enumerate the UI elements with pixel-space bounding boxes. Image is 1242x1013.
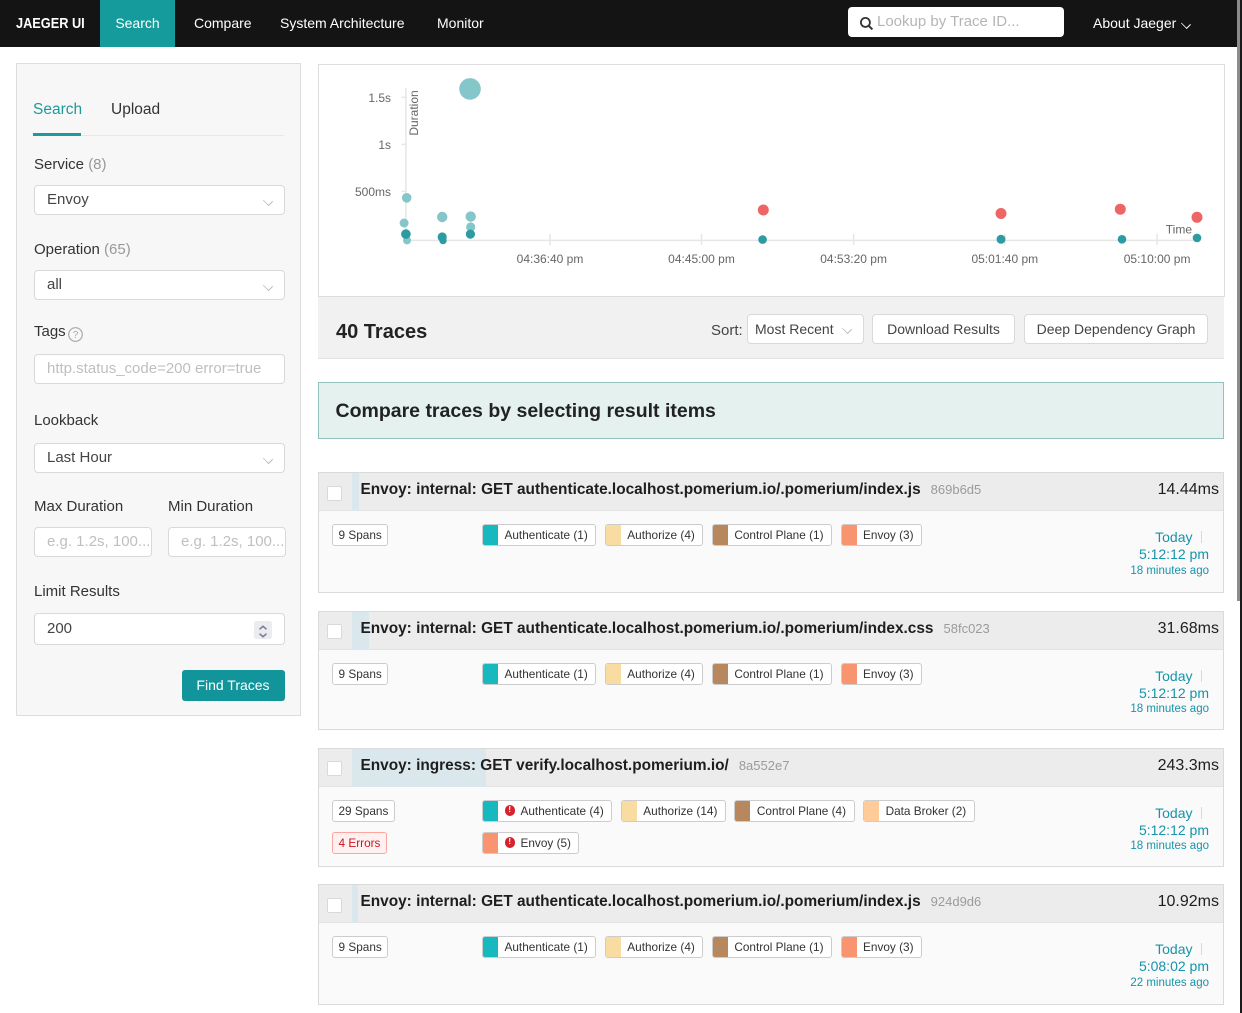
svg-text:05:10:00 pm: 05:10:00 pm <box>1124 252 1191 266</box>
svg-text:1s: 1s <box>378 138 391 152</box>
svg-text:500ms: 500ms <box>355 185 391 199</box>
svg-text:1.5s: 1.5s <box>368 91 391 105</box>
svg-text:Duration: Duration <box>407 90 421 135</box>
svg-text:04:45:00 pm: 04:45:00 pm <box>668 252 735 266</box>
svg-text:?: ? <box>73 330 79 341</box>
svg-text:Time: Time <box>1166 223 1193 237</box>
svg-text:04:53:20 pm: 04:53:20 pm <box>820 252 887 266</box>
svg-text:04:36:40 pm: 04:36:40 pm <box>517 252 584 266</box>
svg-text:05:01:40 pm: 05:01:40 pm <box>971 252 1038 266</box>
